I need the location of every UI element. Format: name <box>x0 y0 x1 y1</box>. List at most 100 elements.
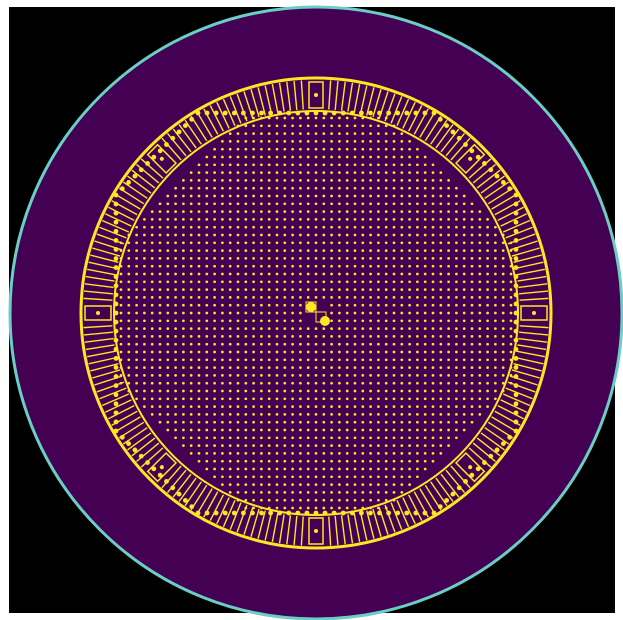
lattice-pin <box>353 280 357 284</box>
perimeter-pin <box>513 283 519 289</box>
lattice-pin <box>299 444 302 447</box>
lattice-pin <box>377 272 380 276</box>
lattice-pin <box>486 280 489 284</box>
lattice-pin <box>439 389 443 393</box>
perimeter-pin <box>500 441 506 447</box>
lattice-pin <box>306 124 310 128</box>
lattice-pin <box>135 288 138 291</box>
lattice-pin <box>252 335 255 338</box>
lattice-pin <box>501 350 505 354</box>
lattice-pin <box>322 140 326 143</box>
lattice-pin <box>267 311 271 315</box>
lattice-pin <box>392 498 396 502</box>
lattice-pin <box>416 257 419 260</box>
lattice-pin <box>431 202 435 206</box>
lattice-pin <box>408 241 411 245</box>
lattice-pin <box>244 389 248 393</box>
lattice-pin <box>299 397 302 401</box>
lattice-pin <box>439 374 443 377</box>
lattice-pin <box>299 288 302 291</box>
lattice-pin <box>174 405 177 408</box>
lattice-pin <box>369 475 372 479</box>
lattice-pin <box>166 272 170 276</box>
perimeter-pin <box>422 510 428 516</box>
lattice-pin <box>501 358 505 362</box>
lattice-pin <box>408 335 411 338</box>
lattice-pin <box>306 335 310 338</box>
lattice-pin <box>174 218 177 221</box>
lattice-pin <box>416 186 419 190</box>
lattice-pin <box>221 186 224 190</box>
slot-spoke <box>340 515 346 545</box>
lattice-pin <box>408 483 411 486</box>
lattice-pin <box>369 233 372 237</box>
lattice-pin <box>416 420 419 424</box>
lattice-pin <box>322 358 326 362</box>
slot-spoke <box>83 290 113 295</box>
lattice-pin <box>478 342 482 346</box>
lattice-pin <box>431 272 435 276</box>
lattice-pin <box>267 452 271 455</box>
lattice-pin <box>501 342 505 346</box>
lattice-pin <box>338 218 341 221</box>
lattice-pin <box>431 319 435 323</box>
lattice-pin <box>189 264 193 268</box>
lattice-pin <box>283 498 287 502</box>
lattice-pin <box>470 202 474 206</box>
lattice-pin <box>267 210 271 213</box>
lattice-pin <box>377 264 380 268</box>
lattice-pin <box>431 459 435 463</box>
lattice-pin <box>455 397 458 401</box>
perimeter-pin <box>157 472 163 478</box>
lattice-pin <box>150 397 154 401</box>
lattice-pin <box>353 171 357 174</box>
lattice-pin <box>252 296 255 299</box>
lattice-pin <box>213 358 216 362</box>
lattice-pin <box>361 225 365 229</box>
lattice-pin <box>509 381 513 385</box>
lattice-pin <box>174 413 177 416</box>
lattice-pin <box>384 335 388 338</box>
lattice-pin <box>299 436 302 440</box>
lattice-pin <box>135 342 138 346</box>
lattice-pin <box>299 155 302 159</box>
lattice-pin <box>306 194 310 198</box>
lattice-pin <box>439 280 443 284</box>
lattice-pin <box>423 280 427 284</box>
slot-spoke <box>430 119 448 145</box>
lattice-pin <box>447 428 450 432</box>
lattice-pin <box>384 171 388 174</box>
lattice-pin <box>509 296 513 299</box>
lattice-pin <box>291 132 294 135</box>
lattice-pin <box>197 249 201 252</box>
lattice-pin <box>400 288 404 291</box>
lattice-pin <box>291 428 294 432</box>
lattice-pin <box>408 296 411 299</box>
lattice-pin <box>291 124 294 128</box>
lattice-pin <box>408 264 411 268</box>
lattice-pin <box>299 179 302 182</box>
lattice-pin <box>267 405 271 408</box>
slot-spoke <box>101 219 130 233</box>
lattice-pin <box>291 179 294 182</box>
lattice-pin <box>345 155 349 159</box>
lattice-pin <box>447 257 450 260</box>
perimeter-pin <box>113 283 119 289</box>
lattice-pin <box>267 288 271 291</box>
lattice-pin <box>228 420 232 424</box>
lattice-pin <box>267 358 271 362</box>
perimeter-pin <box>313 110 319 116</box>
lattice-pin <box>213 366 216 369</box>
lattice-pin <box>416 218 419 221</box>
lattice-pin <box>462 202 466 206</box>
lattice-pin <box>478 397 482 401</box>
lattice-pin <box>494 225 497 229</box>
lattice-pin <box>158 413 162 416</box>
lattice-pin <box>189 327 193 330</box>
lattice-pin <box>127 288 131 291</box>
lattice-pin <box>174 374 177 377</box>
lattice-pin <box>377 358 380 362</box>
lattice-pin <box>182 444 185 447</box>
lattice-pin <box>275 506 279 510</box>
lattice-pin <box>260 483 263 486</box>
